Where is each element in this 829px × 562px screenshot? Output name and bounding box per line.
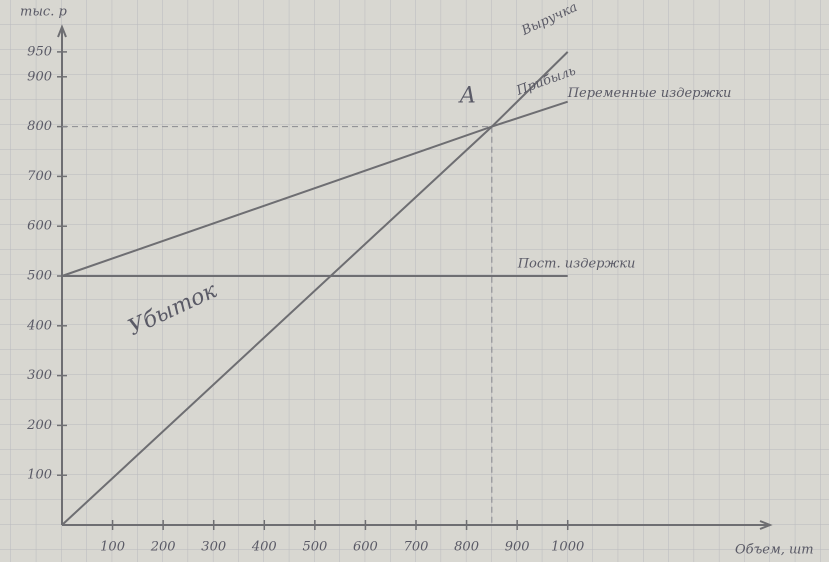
- x-tick-label: 700: [404, 540, 429, 555]
- x-tick-label: 1000: [551, 540, 584, 555]
- y-tick-label: 900: [27, 69, 52, 84]
- y-axis-label: тыс. р: [20, 5, 67, 20]
- y-tick-label: 800: [27, 119, 52, 134]
- break-even-guide: [62, 126, 493, 525]
- y-tick-label: 500: [27, 269, 52, 284]
- x-tick-label: 400: [251, 540, 277, 555]
- y-tick-label: 300: [27, 368, 52, 383]
- series-line: [61, 100, 569, 277]
- y-tick-label: 200: [26, 418, 52, 433]
- x-tick-label: 200: [150, 540, 176, 555]
- x-tick-label: 100: [100, 540, 125, 555]
- y-tick-label: 400: [26, 318, 52, 333]
- y-tick-label: 950: [27, 44, 52, 59]
- x-tick-label: 500: [302, 540, 327, 555]
- x-tick-label: 300: [201, 540, 226, 555]
- series-label: Переменные издержки: [567, 86, 732, 101]
- x-tick-label: 900: [505, 540, 530, 555]
- y-tick-label: 600: [27, 219, 52, 234]
- break-even-label: A: [458, 84, 476, 109]
- x-tick-label: 800: [454, 540, 479, 555]
- x-axis-label: Объем, шт: [735, 543, 814, 558]
- series-label: Пост. издержки: [517, 257, 636, 272]
- y-tick-label: 100: [27, 468, 52, 483]
- x-tick-label: 600: [353, 540, 378, 555]
- y-tick-label: 700: [27, 169, 52, 184]
